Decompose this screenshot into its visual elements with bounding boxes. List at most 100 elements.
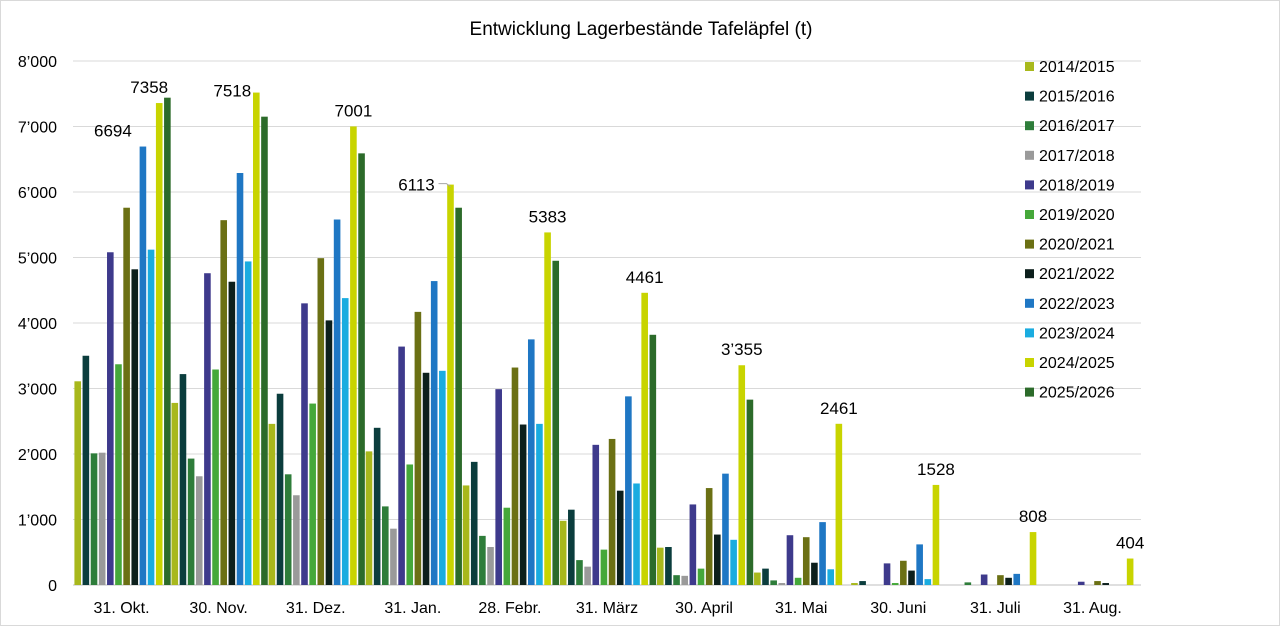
bar [373,427,381,585]
bar [794,577,802,585]
bar [559,520,567,585]
bar [487,547,494,585]
bar [511,367,519,585]
chart-title: Entwicklung Lagerbestände Tafeläpfel (t) [470,19,813,40]
series-2021-2022 [131,269,1109,585]
bar [155,103,163,586]
bar [964,582,972,585]
bar [1013,573,1021,585]
bar [187,458,195,585]
data-label: 4461 [626,268,664,287]
bar [883,563,891,585]
series-2019-2020 [115,364,899,585]
bar [544,232,551,585]
bar [592,444,600,585]
bar [770,580,777,585]
bar [584,566,591,585]
bar [616,490,624,585]
y-tick-label: 2’000 [18,447,57,464]
legend-label: 2014/2015 [1039,59,1115,76]
bar [276,393,284,585]
bar [714,534,721,585]
bar [390,528,397,585]
bar [656,547,664,585]
legend-swatch [1025,239,1034,249]
bar [164,97,171,586]
bar [82,355,90,585]
legend-swatch [1025,298,1034,308]
y-tick-label: 6’000 [18,185,57,202]
bar [552,260,560,585]
legend-item: 2023/2024 [1025,325,1115,342]
bar [625,396,632,585]
bar [123,207,130,585]
bar [778,583,786,585]
bar [754,572,761,585]
legend-swatch [1025,210,1034,219]
bar [649,334,657,585]
bar [1102,583,1109,585]
series-2015-2016 [82,355,866,585]
y-tick-label: 0 [48,578,57,595]
bar [786,535,794,585]
series-2020-2021 [123,207,1101,586]
legend-label: 2021/2022 [1039,266,1115,283]
bar [236,173,244,585]
legend-label: 2019/2020 [1039,207,1115,224]
x-tick-label: 31. Okt. [94,600,150,617]
bar [479,535,486,585]
bar [220,220,228,586]
bar [350,126,357,585]
bar [851,583,858,585]
data-label: 7001 [334,101,372,120]
legend-item: 2014/2015 [1025,59,1115,76]
bar [439,370,446,585]
series-2025-2026 [164,97,754,586]
x-tick-label: 30. Nov. [189,600,247,617]
bar [1005,577,1012,585]
data-label: 404 [1116,534,1144,553]
legend-swatch [1025,269,1034,279]
x-tick-label: 30. April [675,600,733,617]
bar [576,560,583,585]
legend-swatch [1025,358,1034,367]
series-2018-2019 [107,252,1085,585]
bar [673,575,680,585]
bar [317,258,325,585]
data-label: 1528 [917,460,955,479]
bar [131,269,139,585]
legend-item: 2020/2021 [1025,237,1115,254]
y-tick-label: 7’000 [18,120,57,137]
legend-swatch [1025,387,1034,397]
bar [641,292,648,585]
bar [253,92,260,586]
legend-label: 2015/2016 [1039,89,1115,106]
bar [568,509,575,585]
bar [746,399,754,585]
data-labels: 6694 7358 7518 7001 6113 5383 4461 3’355 2461 152… [94,78,1144,552]
bar [997,575,1004,585]
bar [212,369,219,585]
legend-label: 2023/2024 [1039,325,1115,342]
legend-item: 2025/2026 [1025,385,1115,402]
bar [398,346,405,585]
legend: 2014/2015 2015/2016 2016/2017 2017/2018 2018… [1025,59,1115,402]
x-tick-label: 28. Febr. [478,600,541,617]
bar [406,464,414,585]
data-label: 808 [1019,507,1047,526]
data-label: 6694 [94,122,132,141]
legend-swatch [1025,150,1034,160]
series-2017-2018 [98,452,786,585]
bar [422,372,430,585]
bar [430,281,438,585]
legend-label: 2024/2025 [1039,355,1115,372]
bar [811,562,818,585]
legend-swatch [1025,121,1034,131]
bar [301,303,308,585]
bar [633,483,640,585]
bar [293,495,300,585]
bar [891,583,899,585]
bar [705,488,713,585]
